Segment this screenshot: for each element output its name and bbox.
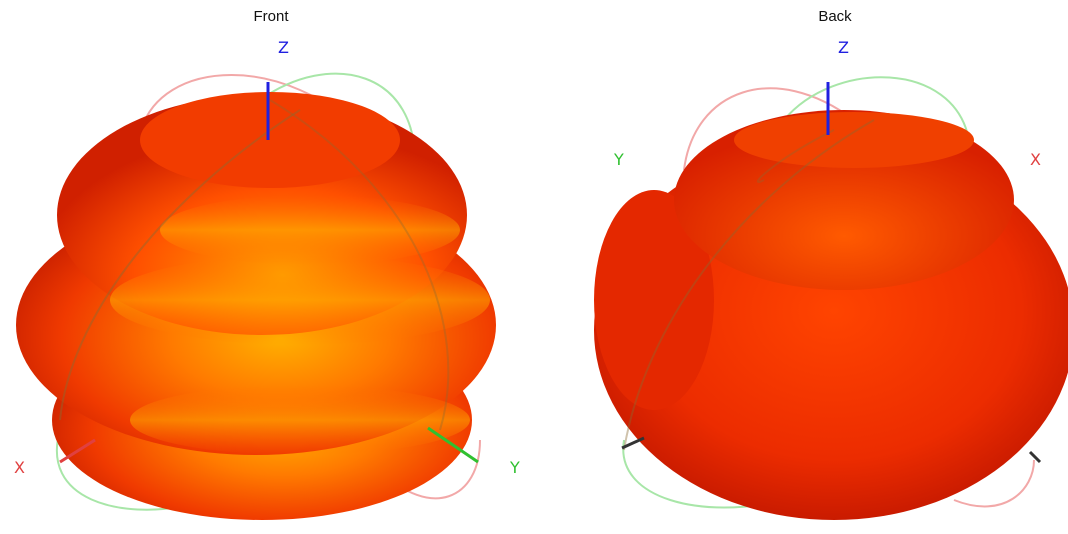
front-meridian-1 [59, 109, 301, 421]
front-band-2 [130, 385, 470, 455]
front-band-1 [110, 255, 490, 345]
front-band-3 [160, 195, 460, 265]
front-z-label: Z [278, 38, 289, 57]
front-y-label: Y [510, 458, 520, 477]
back-lobe-cap [734, 112, 974, 168]
front-ring-green-bottom [55, 429, 191, 511]
front-y-axis [427, 426, 479, 464]
back-meridian-1 [623, 119, 875, 451]
front-meridian-2 [269, 99, 450, 431]
front-title: Front [253, 8, 289, 25]
back-y-label: Y [614, 150, 624, 169]
back-lobe-left [594, 190, 714, 410]
front-view-panel: Front Z X Y [14, 8, 520, 520]
back-z-label: Z [838, 38, 849, 57]
back-view-panel: Back Z X Y [534, 0, 1068, 534]
back-x-axis-stub [621, 436, 645, 450]
front-x-label: X [14, 458, 25, 477]
back-title: Back [818, 8, 852, 25]
back-x-label: X [1030, 150, 1041, 169]
back-ring-green [783, 76, 970, 141]
back-meridian-2 [757, 129, 835, 183]
front-x-axis [59, 438, 96, 464]
front-lobe-cap [140, 92, 400, 188]
front-radiation-pattern [16, 72, 496, 520]
back-y-axis-stub [1028, 450, 1042, 464]
back-radiation-pattern [594, 76, 1068, 520]
back-ring-red-bottom [953, 459, 1035, 508]
